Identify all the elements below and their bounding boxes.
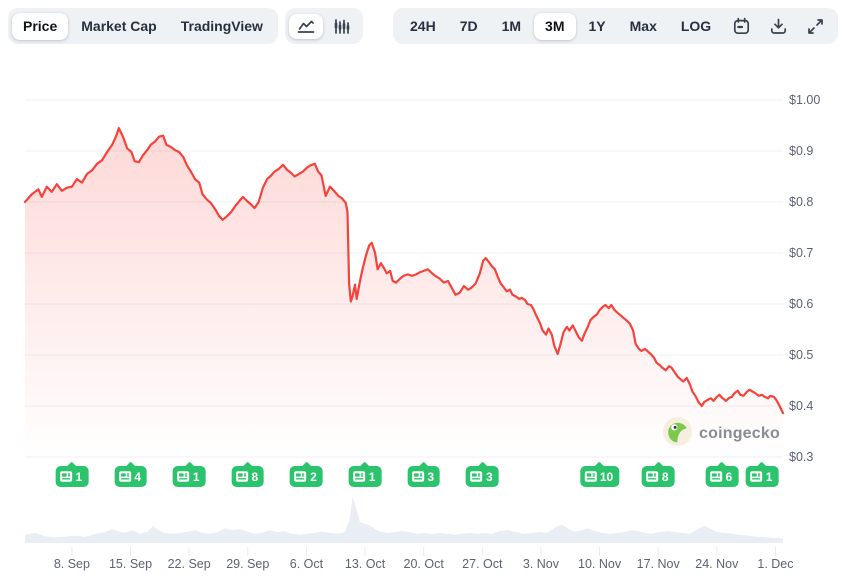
range-button-1m[interactable]: 1M (491, 13, 532, 40)
download-icon (771, 18, 787, 34)
x-axis-tick-label: 27. Oct (462, 557, 503, 571)
calendar-button[interactable] (724, 12, 759, 41)
price-area-fill (25, 128, 783, 462)
price-line (23, 127, 785, 415)
event-badge[interactable]: 10 (579, 466, 620, 487)
news-icon (235, 471, 248, 482)
news-icon (294, 471, 307, 482)
event-badge[interactable]: 3 (407, 466, 441, 487)
y-axis-tick-label: $0.5 (789, 348, 814, 362)
y-axis-tick-label: $1.00 (789, 93, 821, 107)
event-badge[interactable]: 8 (231, 466, 265, 487)
chart-toolbar: Price Market Cap TradingView 24H 7D 1M 3M 1Y Ma… (8, 8, 838, 44)
event-badge-count: 8 (661, 469, 669, 484)
event-badge-count: 3 (485, 469, 493, 484)
coingecko-gecko-logo-icon (663, 417, 692, 451)
x-axis-tick-label: 20. Oct (403, 557, 444, 571)
event-badge-count: 1 (765, 469, 773, 484)
news-icon (177, 471, 190, 482)
expand-icon (808, 18, 824, 34)
event-badge[interactable]: 1 (172, 466, 206, 487)
event-badge[interactable]: 1 (745, 466, 779, 487)
event-badge-count: 10 (599, 469, 614, 484)
x-axis-tick-label: 3. Nov (522, 557, 560, 571)
y-axis-tick-label: $0.6 (789, 297, 814, 311)
x-axis-tick-label: 8. Sep (53, 557, 90, 571)
event-badge-count: 3 (427, 469, 435, 484)
news-icon (710, 471, 722, 482)
event-badge[interactable]: 4 (114, 466, 147, 487)
volume-area (25, 497, 783, 543)
event-badge-count: 6 (725, 469, 733, 484)
event-badge[interactable]: 1 (55, 466, 89, 487)
chart-type-button-candlestick-chart[interactable] (325, 14, 359, 39)
download-button[interactable] (761, 12, 796, 41)
range-button-log[interactable]: LOG (670, 13, 722, 40)
view-toggle-group: Price Market Cap TradingView (8, 8, 278, 44)
view-tab-price[interactable]: Price (12, 12, 69, 40)
x-axis-tick-label: 17. Nov (636, 557, 680, 571)
news-icon (750, 471, 763, 482)
x-axis-tick-label: 13. Oct (344, 557, 386, 571)
x-axis-tick-label: 22. Sep (167, 557, 211, 571)
range-button-24h[interactable]: 24H (399, 13, 447, 40)
news-icon (470, 471, 483, 482)
view-tab-market-cap[interactable]: Market Cap (70, 13, 167, 40)
x-axis-tick-label: 10. Nov (578, 557, 622, 571)
x-axis-tick-label: 15. Sep (108, 557, 153, 571)
event-badge-count: 1 (368, 469, 376, 484)
y-axis-tick-label: $0.4 (789, 399, 814, 413)
range-button-1y[interactable]: 1Y (578, 13, 617, 40)
event-badge[interactable]: 3 (465, 466, 499, 487)
event-badge-count: 2 (310, 469, 317, 484)
expand-button[interactable] (798, 12, 833, 41)
y-axis-tick-label: $0.3 (789, 450, 814, 464)
range-button-3m[interactable]: 3M (534, 12, 576, 40)
chart-type-toggle-group (284, 8, 363, 44)
calendar-icon (734, 17, 750, 34)
event-badge-count: 1 (192, 469, 200, 484)
y-axis-tick-label: $0.8 (789, 195, 814, 209)
event-badge-count: 8 (251, 469, 259, 484)
news-icon (411, 471, 424, 482)
news-icon (60, 471, 73, 482)
view-tab-tradingview[interactable]: TradingView (170, 13, 274, 40)
candlestick-chart-icon (334, 18, 350, 34)
time-range-group: 24H 7D 1M 3M 1Y Max LOG (393, 8, 838, 44)
event-badge[interactable]: 6 (705, 466, 739, 487)
event-badge-count: 1 (75, 469, 83, 484)
x-axis-tick-label: 29. Sep (226, 557, 270, 571)
x-axis-tick-label: 24. Nov (695, 557, 739, 571)
y-axis-tick-label: $0.9 (789, 144, 814, 158)
event-badge[interactable]: 8 (641, 466, 675, 487)
event-badge[interactable]: 1 (348, 466, 382, 487)
chart-type-button-line-chart[interactable] (288, 13, 323, 39)
news-icon (646, 471, 659, 482)
x-axis-tick-label: 1. Dec (757, 557, 794, 571)
line-chart-icon (297, 20, 315, 33)
x-axis-tick-label: 6. Oct (289, 557, 324, 571)
news-icon (118, 471, 131, 482)
coingecko-watermark-text: coingecko (699, 425, 780, 442)
range-button-max[interactable]: Max (619, 13, 668, 40)
range-button-7d[interactable]: 7D (449, 13, 489, 40)
news-icon (353, 471, 366, 482)
news-icon (584, 471, 597, 482)
event-badge[interactable]: 2 (290, 466, 323, 487)
y-axis-tick-label: $0.7 (789, 246, 814, 260)
coingecko-watermark: coingecko (663, 417, 780, 451)
event-badge-count: 4 (134, 469, 141, 484)
